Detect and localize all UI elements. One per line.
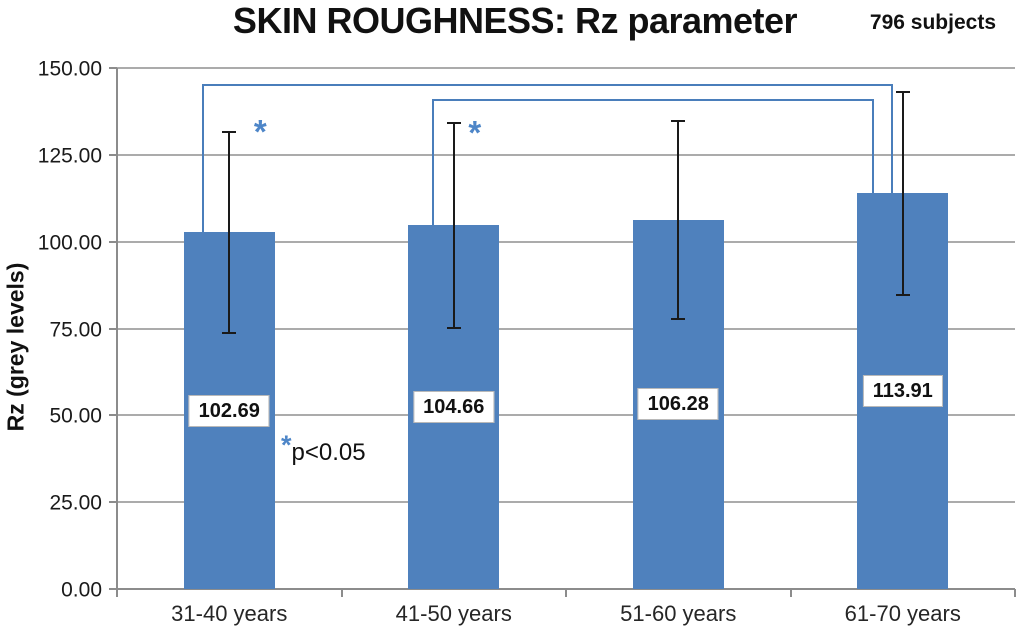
y-tick-mark [109, 327, 117, 330]
gridline [117, 153, 1015, 156]
x-tick-mark [116, 589, 118, 597]
bar-value-label: 104.66 [413, 391, 495, 424]
y-tick-label: 0.00 [61, 578, 102, 602]
y-tick-label: 75.00 [49, 318, 102, 341]
y-tick-label: 50.00 [49, 404, 102, 428]
significance-note-star: * [281, 430, 292, 460]
error-bar-cap-bottom [446, 327, 461, 330]
error-bar-cap-top [671, 119, 686, 122]
error-bar-cap-top [222, 130, 237, 133]
bar-value-label: 106.28 [637, 388, 719, 421]
y-tick-label: 125.00 [37, 144, 102, 168]
significance-bracket-riser [202, 85, 205, 233]
y-tick-mark [109, 414, 117, 417]
y-tick-mark [109, 240, 117, 243]
y-tick-label: 100.00 [37, 231, 102, 255]
significance-note-text: p<0.05 [291, 439, 366, 466]
gridline [117, 327, 1015, 330]
error-bar-line [677, 120, 680, 320]
x-tick-mark [1014, 589, 1016, 597]
error-bar-line [452, 122, 455, 329]
significance-star-icon: * [253, 113, 267, 151]
significance-star-icon: * [468, 114, 482, 152]
subjects-count: 796 subjects [869, 11, 996, 34]
x-category-label: 31-40 years [171, 601, 288, 626]
y-tick-mark [109, 153, 117, 156]
x-category-label: 61-70 years [844, 601, 961, 626]
gridline [117, 414, 1015, 417]
gridline [117, 67, 1015, 69]
significance-bracket-riser [890, 85, 893, 194]
y-axis-title: Rz (grey levels) [2, 262, 29, 432]
x-category-label: 51-60 years [620, 601, 737, 626]
y-tick-label: 150.00 [37, 57, 102, 81]
error-bar-cap-bottom [895, 294, 910, 297]
error-bar-cap-top [895, 90, 910, 93]
y-tick-mark [109, 67, 117, 69]
error-bar-line [228, 131, 231, 333]
y-axis-line [116, 68, 118, 589]
x-tick-mark [340, 589, 343, 597]
chart-title: SKIN ROUGHNESS: Rz parameter [232, 0, 798, 41]
significance-bracket-riser [431, 99, 434, 226]
significance-note: *p<0.05 [281, 430, 366, 467]
x-axis-line [109, 588, 1015, 590]
bar-value-label: 113.91 [862, 375, 943, 408]
gridline [117, 240, 1015, 243]
y-tick-mark [109, 501, 117, 504]
error-bar-line [901, 91, 904, 296]
significance-bracket-span [202, 84, 893, 87]
error-bar-cap-top [446, 121, 461, 124]
x-tick-mark [789, 589, 792, 597]
x-tick-mark [565, 589, 567, 597]
x-category-label: 41-50 years [395, 601, 512, 626]
error-bar-cap-bottom [671, 318, 686, 321]
bar-value-label: 102.69 [188, 394, 270, 427]
gridline [117, 501, 1015, 504]
significance-bracket-span [431, 98, 874, 101]
significance-bracket-riser [871, 99, 874, 194]
y-tick-label: 25.00 [49, 491, 102, 515]
error-bar-cap-bottom [222, 331, 237, 334]
